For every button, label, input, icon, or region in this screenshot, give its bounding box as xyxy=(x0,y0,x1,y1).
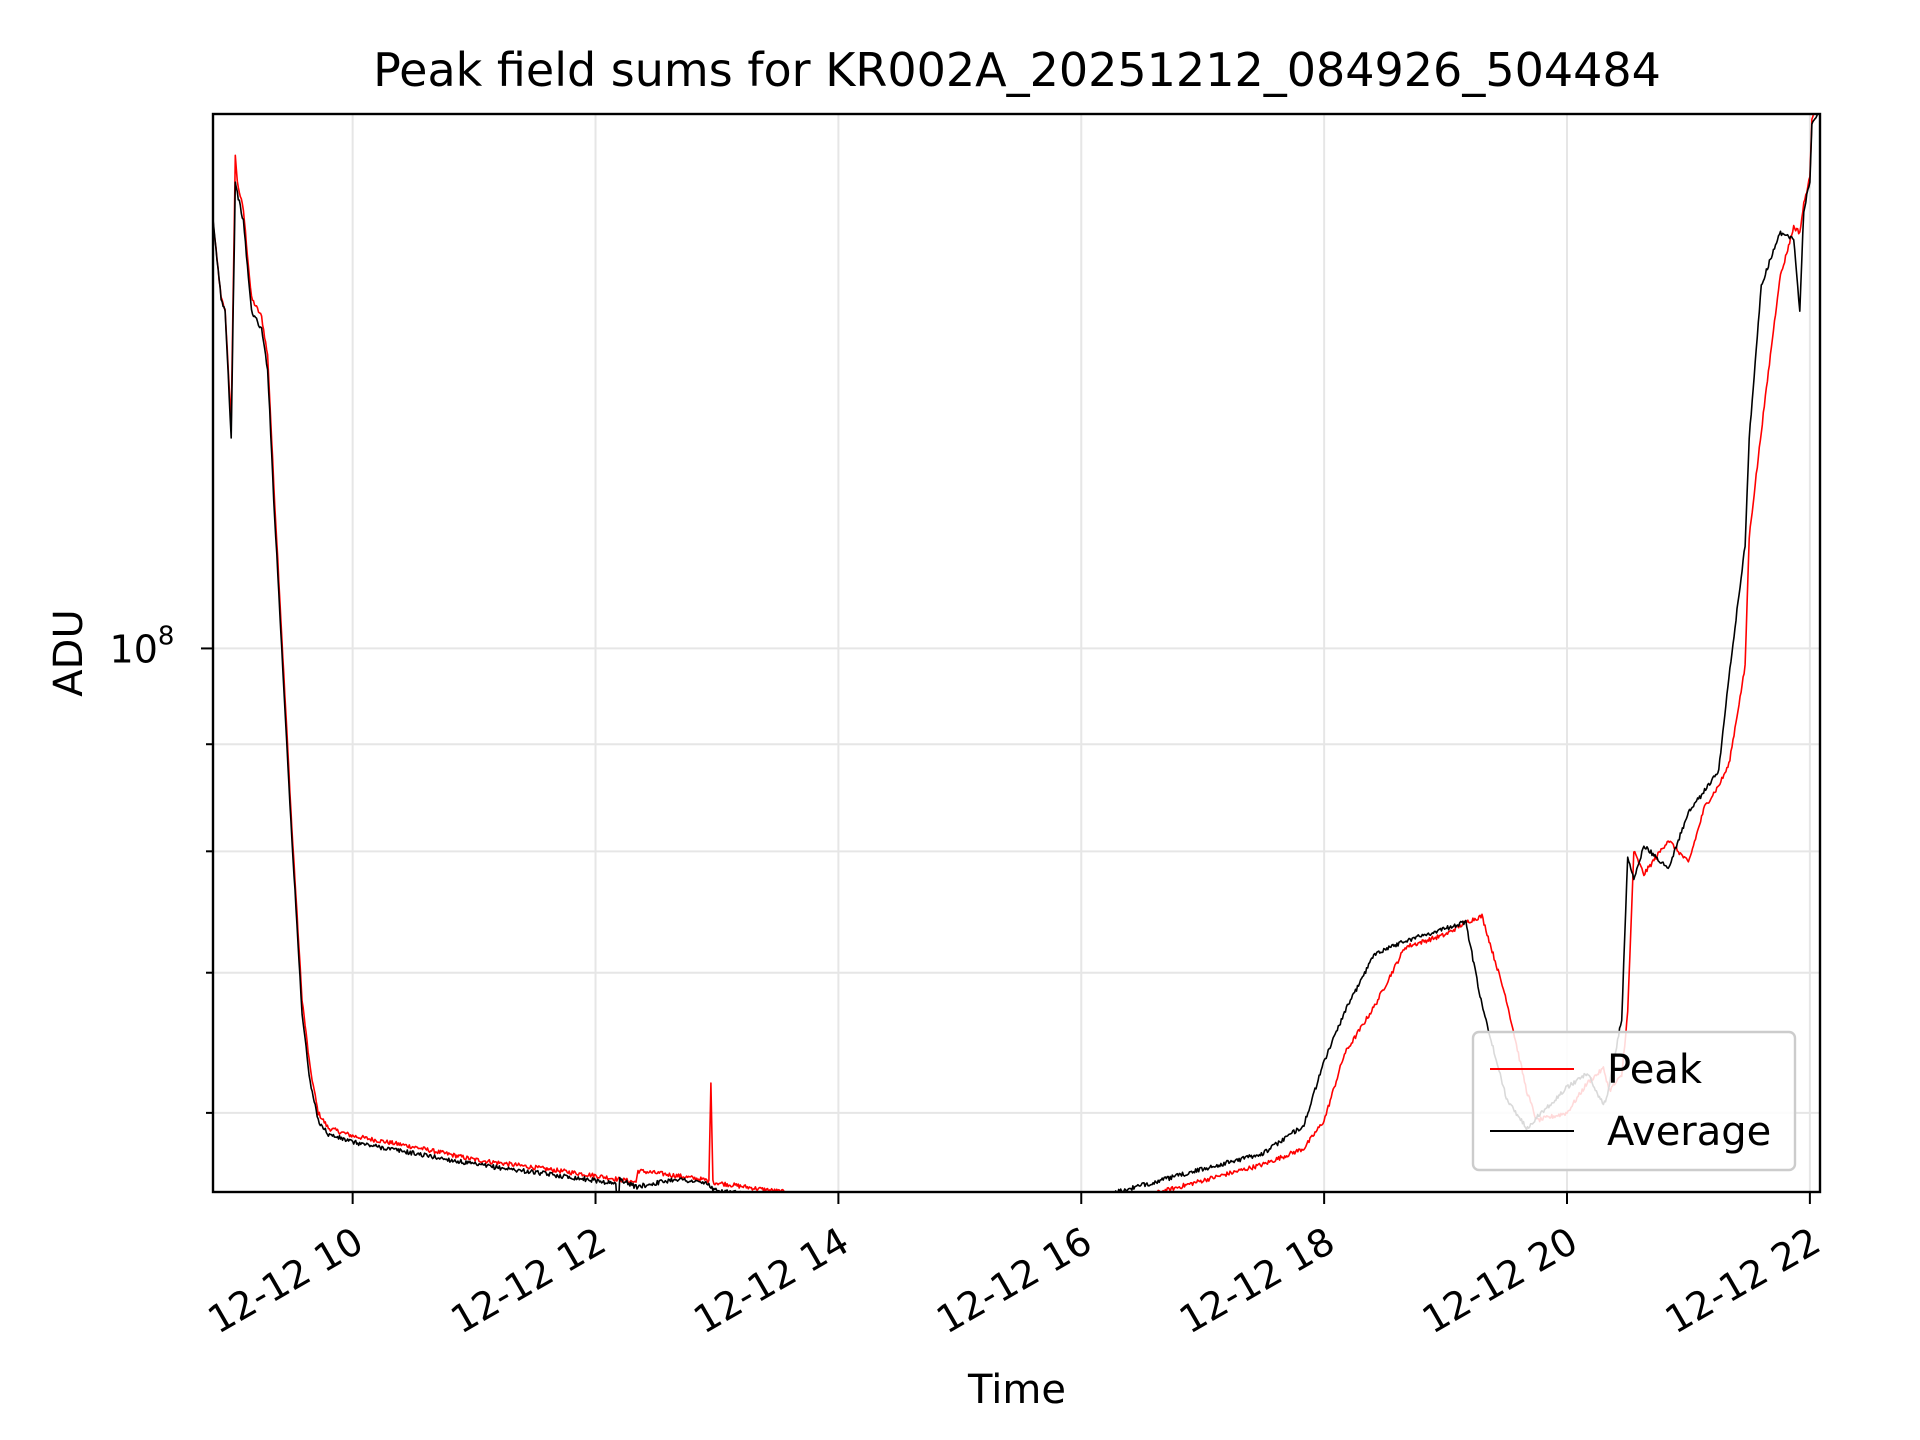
y-tick-exp: 8 xyxy=(158,621,175,651)
grid xyxy=(213,114,1820,1192)
legend-box xyxy=(1471,1030,1797,1172)
y-axis-label: ADU xyxy=(46,609,92,696)
legend: Peak Average xyxy=(1471,1030,1797,1172)
legend-label-average: Average xyxy=(1607,1109,1771,1155)
y-tick-label-major: 108 xyxy=(110,621,175,671)
x-axis-label: Time xyxy=(967,1367,1066,1413)
chart-title: Peak field sums for KR002A_20251212_0849… xyxy=(373,43,1661,97)
plot-frame xyxy=(211,112,1822,1194)
y-tick-base: 10 xyxy=(110,627,158,671)
svg-text:108: 108 xyxy=(110,621,175,671)
legend-label-peak: Peak xyxy=(1607,1047,1703,1093)
